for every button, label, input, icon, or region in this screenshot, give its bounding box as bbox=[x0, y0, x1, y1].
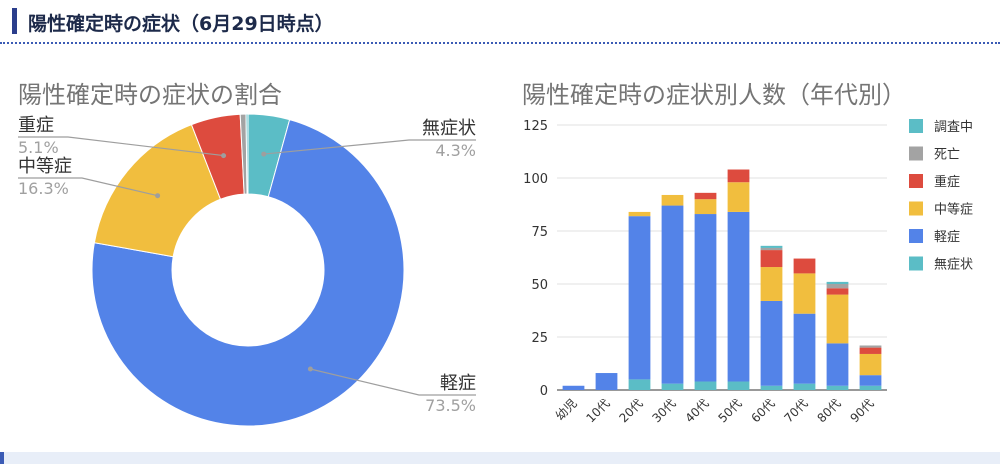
section-header: 陽性確定時の症状（6月29日時点） bbox=[0, 0, 1000, 44]
bar-segment-60代-重症 bbox=[760, 250, 783, 268]
legend-swatch-調査中 bbox=[909, 119, 923, 133]
stacked-bar-chart: 0 25 50 75 100 125 幼児 10代 20代 30代 40代 50代 60代 70代 80代 9… bbox=[523, 119, 973, 425]
pie-chart: 無症状 4.3% 軽症 73.5% 中等症 16.3% 重症 5.1% bbox=[18, 113, 476, 427]
x-tick-label: 10代 bbox=[583, 396, 612, 425]
bar-segment-60代-調査中 bbox=[760, 245, 783, 248]
bar-segment-80代-重症 bbox=[826, 288, 849, 295]
pie-slice-1 bbox=[91, 119, 405, 427]
bar-segment-20代-中等症 bbox=[628, 211, 651, 217]
bar-segment-60代-軽症 bbox=[760, 300, 783, 386]
bar-segment-40代-無症状 bbox=[694, 381, 717, 390]
x-tick-label: 20代 bbox=[616, 396, 645, 425]
bar-segment-10代-軽症 bbox=[595, 373, 618, 390]
y-tick-label: 50 bbox=[531, 278, 548, 293]
bar-segment-40代-軽症 bbox=[694, 214, 717, 382]
bar-segment-70代-中等症 bbox=[793, 273, 816, 314]
legend-swatch-無症状 bbox=[909, 256, 923, 271]
bar-segment-70代-軽症 bbox=[793, 313, 816, 384]
bar-segment-80代-死亡 bbox=[826, 284, 849, 289]
x-tick-label: 50代 bbox=[715, 396, 744, 425]
pie-slice-2 bbox=[93, 123, 222, 258]
bar-segment-50代-重症 bbox=[727, 169, 750, 183]
pie-leader-line-3 bbox=[18, 136, 224, 157]
bar-segment-90代-中等症 bbox=[859, 353, 882, 376]
pie-label-3: 重症 bbox=[18, 115, 54, 136]
bar-segment-40代-中等症 bbox=[694, 199, 717, 215]
x-tick-label: 40代 bbox=[682, 396, 711, 425]
bar-segment-90代-軽症 bbox=[859, 375, 882, 386]
legend-label-軽症: 軽症 bbox=[934, 230, 960, 245]
bar-segment-30代-中等症 bbox=[661, 194, 684, 206]
legend-label-無症状: 無症状 bbox=[934, 258, 973, 273]
pie-label-1: 軽症 bbox=[440, 373, 476, 394]
bar-segment-90代-死亡 bbox=[859, 345, 882, 348]
legend-swatch-軽症 bbox=[909, 229, 923, 243]
bar-segment-60代-中等症 bbox=[760, 267, 783, 301]
legend-label-死亡: 死亡 bbox=[934, 148, 960, 163]
pie-percent-1: 73.5% bbox=[425, 396, 476, 415]
x-tick-label: 70代 bbox=[781, 396, 810, 425]
legend-label-重症: 重症 bbox=[934, 174, 960, 190]
legend-label-中等症: 中等症 bbox=[934, 202, 973, 218]
bar-segment-50代-中等症 bbox=[727, 182, 750, 212]
y-tick-label: 75 bbox=[531, 225, 548, 240]
bar-segment-80代-調査中 bbox=[826, 281, 849, 284]
legend-swatch-重症 bbox=[909, 174, 923, 188]
bar-segment-80代-中等症 bbox=[826, 294, 849, 344]
bar-segment-50代-軽症 bbox=[727, 211, 750, 382]
y-tick-label: 125 bbox=[523, 119, 548, 134]
x-tick-label: 80代 bbox=[814, 396, 843, 425]
y-tick-label: 0 bbox=[540, 384, 548, 399]
pie-leader-line-2 bbox=[18, 177, 158, 197]
x-tick-label: 60代 bbox=[748, 396, 777, 425]
pie-label-2: 中等症 bbox=[18, 156, 72, 177]
bar-segment-80代-無症状 bbox=[826, 385, 849, 390]
header-accent-bar bbox=[12, 8, 17, 34]
bar-segment-50代-無症状 bbox=[727, 381, 750, 390]
pie-label-0: 無症状 bbox=[422, 118, 476, 139]
y-tick-label: 25 bbox=[531, 331, 548, 346]
footer-band bbox=[0, 452, 1000, 464]
bar-segment-70代-重症 bbox=[793, 258, 816, 274]
legend-label-調査中: 調査中 bbox=[934, 120, 973, 135]
pie-percent-0: 4.3% bbox=[435, 141, 476, 160]
pie-percent-3: 5.1% bbox=[18, 138, 59, 157]
x-tick-label: 幼児 bbox=[553, 396, 580, 423]
bar-segment-20代-軽症 bbox=[628, 216, 651, 380]
bar-segment-40代-重症 bbox=[694, 192, 717, 200]
pie-leader-line-0 bbox=[263, 139, 476, 155]
bar-segment-90代-無症状 bbox=[859, 385, 882, 390]
bar-segment-60代-死亡 bbox=[760, 247, 783, 251]
legend-swatch-死亡 bbox=[909, 146, 923, 161]
section-title: 陽性確定時の症状（6月29日時点） bbox=[28, 13, 334, 35]
pie-chart-title: 陽性確定時の症状の割合 bbox=[18, 81, 282, 109]
y-tick-label: 100 bbox=[523, 172, 548, 187]
bar-segment-80代-軽症 bbox=[826, 343, 849, 386]
x-tick-label: 30代 bbox=[649, 396, 678, 425]
footer-accent bbox=[0, 452, 4, 464]
bar-segment-30代-無症状 bbox=[661, 383, 684, 390]
bar-chart-title: 陽性確定時の症状別人数（年代別） bbox=[522, 81, 906, 109]
bar-segment-90代-重症 bbox=[859, 347, 882, 354]
x-tick-label: 90代 bbox=[847, 396, 876, 425]
bar-segment-幼児-軽症 bbox=[562, 385, 585, 390]
bar-segment-30代-軽症 bbox=[661, 205, 684, 384]
bar-segment-20代-無症状 bbox=[628, 379, 651, 390]
legend-swatch-中等症 bbox=[909, 201, 923, 216]
bar-segment-70代-無症状 bbox=[793, 383, 816, 390]
bar-segment-60代-無症状 bbox=[760, 385, 783, 390]
pie-percent-2: 16.3% bbox=[18, 179, 69, 198]
pie-leader-line-1 bbox=[310, 368, 476, 396]
pie-slice-5 bbox=[245, 113, 249, 195]
